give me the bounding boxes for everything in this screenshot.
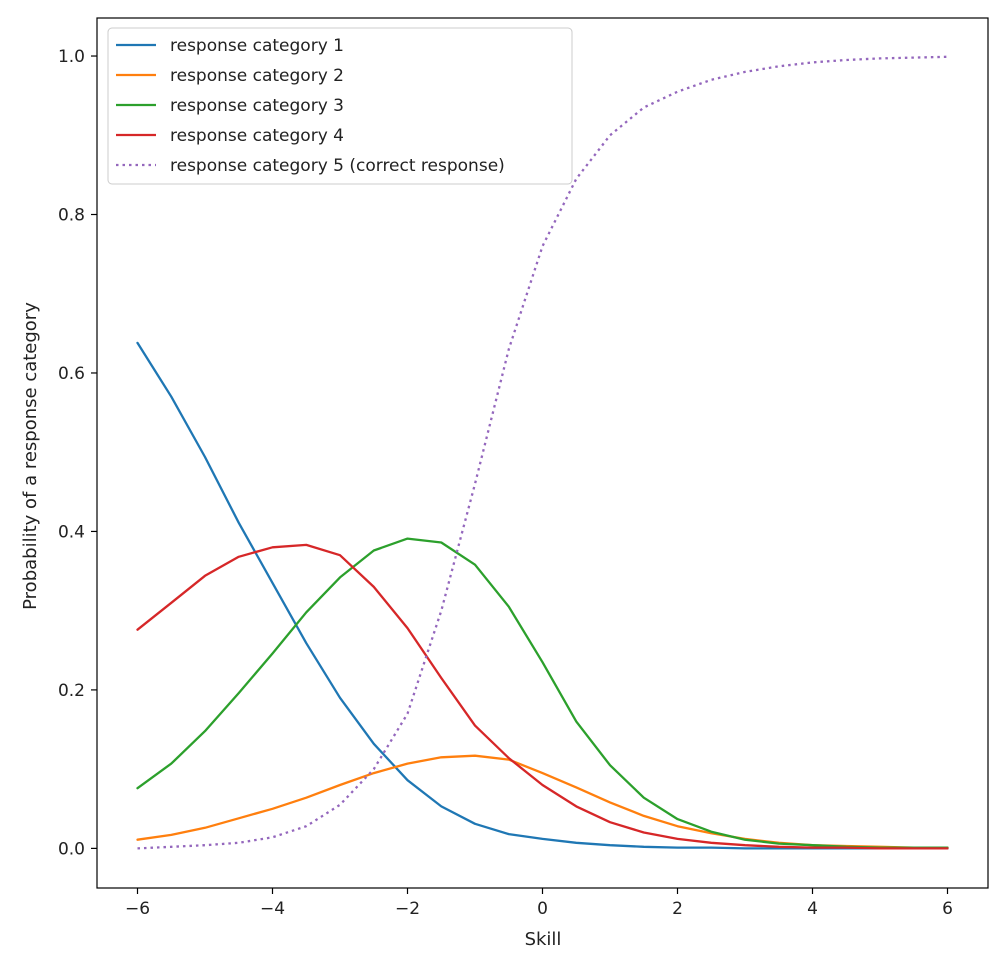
x-tick-label: 2 [672,899,683,919]
series-layer [136,55,949,850]
y-tick-label: 1.0 [58,47,85,67]
legend: response category 1 response category 2 re… [107,27,573,185]
legend-label-4: response category 4 [170,126,344,146]
x-axis-title: Skill [525,929,562,950]
y-axis-title: Probability of a response category [20,302,41,610]
y-tick-label: 0.2 [58,681,85,701]
x-tick-label: −6 [125,899,150,919]
x-axis-ticks: −6 −4 −2 0 2 4 6 [125,888,953,919]
series-line-4 [136,543,949,850]
legend-label-5: response category 5 (correct response) [170,156,505,176]
legend-label-2: response category 2 [170,66,344,86]
x-tick-label: 4 [807,899,818,919]
y-tick-label: 0.0 [58,839,85,859]
x-tick-label: −2 [395,899,420,919]
legend-box [107,27,573,185]
y-tick-label: 0.6 [58,364,85,384]
series-line-3 [136,537,949,849]
x-tick-label: 0 [537,899,548,919]
legend-label-1: response category 1 [170,36,344,56]
y-tick-label: 0.4 [58,522,85,542]
legend-label-3: response category 3 [170,96,344,116]
y-tick-label: 0.8 [58,206,85,226]
x-tick-label: −4 [260,899,285,919]
y-axis-ticks: 0.0 0.2 0.4 0.6 0.8 1.0 [58,47,97,859]
x-tick-label: 6 [942,899,953,919]
